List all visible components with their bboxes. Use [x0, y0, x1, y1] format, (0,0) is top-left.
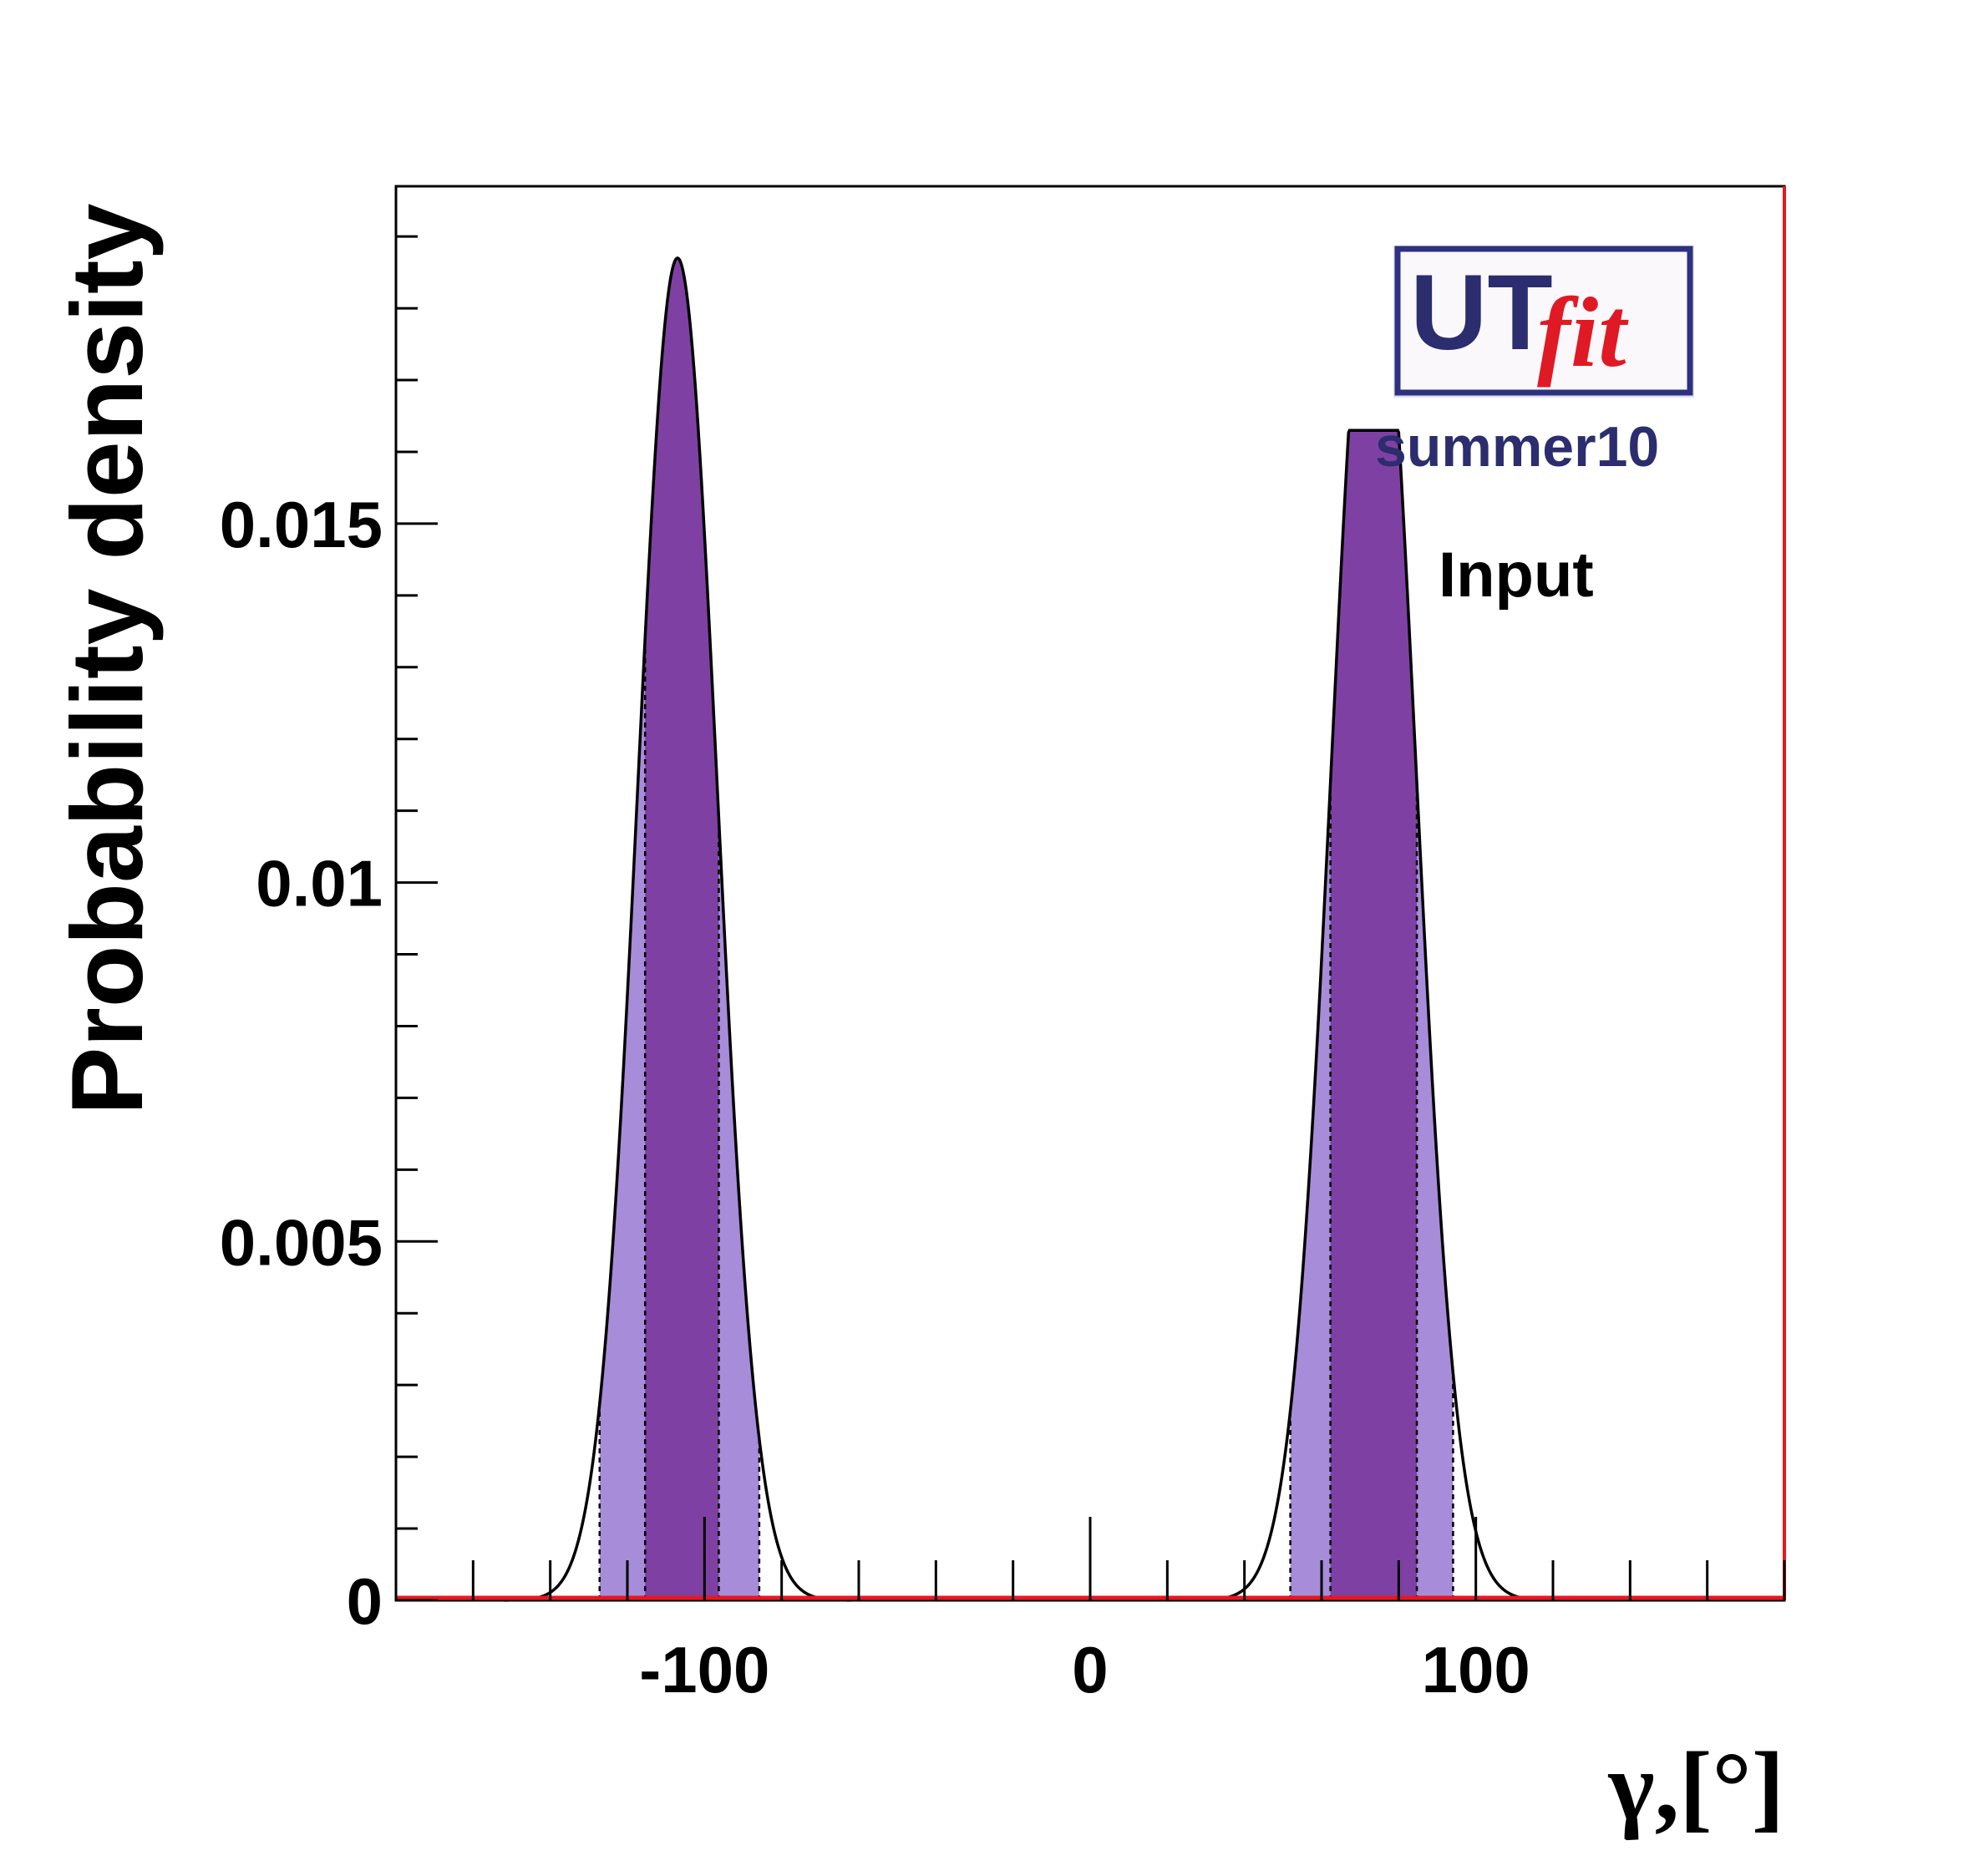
density-curve-peak-negative	[504, 256, 851, 1602]
axes: -100 0 100 0 0.005 0.01 0.015	[220, 185, 1786, 1706]
y-tick-label: 0.015	[220, 488, 383, 561]
x-tick-label: 0	[1072, 1633, 1108, 1706]
x-tick-label: -100	[639, 1633, 769, 1706]
version-tag: summer10	[1375, 415, 1659, 479]
density-curve-peak-positive	[1200, 428, 1548, 1602]
x-axis-title: γ,[°]	[1608, 1731, 1784, 1841]
band-68-peak-negative	[645, 258, 719, 1600]
utfit-logo: UT fit	[1393, 246, 1694, 398]
credible-bands	[598, 257, 1454, 1600]
y-axis-title: Probability density	[50, 203, 164, 1115]
x-tick-label: 100	[1422, 1633, 1530, 1706]
input-label: Input	[1439, 540, 1594, 611]
y-tick-label: 0.005	[220, 1205, 383, 1279]
density-curves	[504, 256, 1548, 1602]
y-tick-label: 0	[347, 1564, 383, 1638]
logo-fit-text: fit	[1537, 276, 1629, 388]
y-tick-label: 0.01	[256, 847, 383, 920]
logo-ut-text: UT	[1410, 253, 1553, 373]
band-68-peak-positive	[1330, 430, 1418, 1600]
